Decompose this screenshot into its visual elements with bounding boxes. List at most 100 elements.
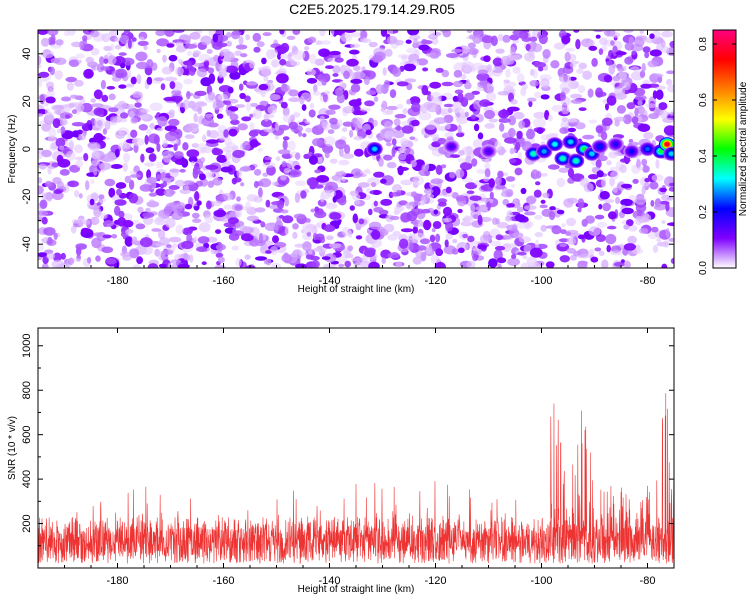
heatmap-noise-cell: [373, 200, 378, 207]
heatmap-noise-cell: [332, 196, 337, 203]
heatmap-noise-cell: [108, 93, 116, 101]
heatmap-noise-cell: [332, 73, 339, 77]
heatmap-noise-cell: [313, 84, 318, 93]
heatmap-noise-cell: [365, 168, 370, 173]
heatmap-noise-cell: [559, 127, 568, 134]
heatmap-noise-cell: [305, 254, 314, 260]
heatmap-noise-cell: [472, 214, 480, 220]
heatmap-noise-cell: [41, 50, 54, 59]
heatmap-noise-cell: [156, 174, 162, 180]
heatmap-noise-cell: [258, 83, 269, 91]
heatmap-noise-cell: [435, 257, 441, 263]
heatmap-noise-cell: [280, 84, 291, 92]
heatmap-noise-cell: [656, 238, 661, 243]
heatmap-noise-cell: [282, 215, 294, 224]
heatmap-noise-cell: [182, 227, 193, 236]
heatmap-noise-cell: [567, 127, 577, 133]
heatmap-noise-cell: [115, 68, 128, 79]
heatmap-noise-cell: [325, 235, 334, 241]
heatmap-noise-cell: [353, 148, 364, 157]
heatmap-noise-cell: [662, 117, 674, 123]
heatmap-noise-cell: [51, 104, 64, 111]
heatmap-noise-cell: [494, 245, 506, 251]
heatmap-noise-cell: [413, 38, 418, 48]
heatmap-noise-cell: [585, 215, 595, 224]
heatmap-noise-cell: [540, 199, 546, 204]
heatmap-noise-cell: [279, 58, 287, 66]
heatmap-noise-cell: [570, 93, 582, 99]
heatmap-noise-cell: [608, 64, 616, 75]
heatmap-noise-cell: [510, 148, 517, 154]
heatmap-noise-cell: [232, 149, 245, 159]
heatmap-noise-cell: [108, 187, 116, 198]
heatmap-noise-cell: [371, 229, 381, 240]
heatmap-noise-cell: [87, 257, 92, 264]
heatmap-noise-cell: [559, 255, 570, 263]
heatmap-y-tick-label: 20: [21, 95, 33, 107]
heatmap-noise-cell: [173, 151, 184, 159]
heatmap-noise-cell: [90, 179, 95, 184]
heatmap-noise-cell: [505, 68, 511, 78]
heatmap-noise-cell: [215, 229, 222, 235]
heatmap-noise-cell: [197, 236, 210, 244]
heatmap-noise-cell: [445, 186, 452, 194]
heatmap-noise-cell: [38, 252, 48, 258]
heatmap-noise-cell: [104, 152, 116, 163]
heatmap-noise-cell: [212, 33, 219, 43]
heatmap-noise-cell: [445, 221, 454, 232]
heatmap-noise-cell: [429, 54, 440, 59]
heatmap-noise-cell: [252, 108, 262, 120]
heatmap-noise-cell: [669, 182, 674, 187]
heatmap-noise-cell: [642, 165, 650, 173]
heatmap-noise-cell: [598, 48, 604, 55]
heatmap-noise-cell: [423, 219, 432, 231]
heatmap-noise-cell: [659, 187, 667, 193]
heatmap-noise-cell: [344, 260, 352, 268]
heatmap-noise-cell: [335, 139, 347, 150]
heatmap-noise-cell: [202, 134, 207, 143]
heatmap-x-tick-label: -100: [530, 275, 552, 287]
heatmap-noise-cell: [253, 46, 261, 53]
heatmap-noise-cell: [561, 223, 566, 228]
heatmap-noise-cell: [501, 243, 512, 253]
heatmap-noise-cell: [129, 170, 137, 175]
heatmap-noise-cell: [302, 241, 312, 252]
heatmap-noise-cell: [591, 57, 598, 67]
heatmap-noise-cell: [421, 164, 427, 173]
heatmap-noise-cell: [55, 39, 64, 46]
heatmap-noise-cell: [225, 141, 236, 149]
heatmap-noise-cell: [461, 61, 475, 72]
heatmap-noise-cell: [91, 237, 102, 249]
heatmap-noise-cell: [129, 174, 141, 178]
heatmap-noise-cell: [52, 252, 62, 262]
heatmap-x-ticks: -180 -160 -140 -120 -100 -80: [64, 30, 675, 287]
heatmap-noise-cell: [520, 187, 527, 195]
heatmap-noise-cell: [563, 198, 574, 208]
heatmap-noise-cell: [578, 107, 587, 111]
heatmap-noise-cell: [484, 162, 491, 170]
heatmap-noise-cell: [270, 49, 278, 58]
heatmap-noise-cell: [596, 170, 604, 178]
heatmap-noise-cell: [508, 127, 516, 138]
heatmap-noise-cell: [383, 79, 390, 89]
heatmap-noise-cell: [650, 200, 655, 207]
heatmap-noise-cell: [570, 99, 583, 104]
heatmap-noise-cell: [652, 90, 658, 99]
heatmap-noise-cell: [161, 66, 173, 75]
heatmap-noise-cell: [392, 67, 402, 77]
heatmap-noise-cell: [229, 113, 239, 121]
heatmap-noise-cell: [175, 41, 184, 47]
heatmap-noise-cell: [215, 252, 224, 258]
heatmap-noise-cell: [442, 30, 452, 38]
heatmap-noise-cell: [381, 100, 387, 110]
heatmap-noise-cell: [492, 57, 504, 67]
heatmap-noise-cell: [170, 259, 182, 264]
heatmap-noise-cell: [245, 34, 251, 41]
heatmap-noise-cell: [389, 89, 397, 99]
heatmap-noise-cell: [287, 52, 292, 63]
heatmap-noise-cell: [416, 245, 427, 251]
heatmap-noise-cell: [603, 74, 613, 83]
heatmap-noise-cell: [588, 119, 598, 124]
heatmap-noise-cell: [378, 157, 384, 167]
heatmap-noise-cell: [349, 91, 356, 96]
